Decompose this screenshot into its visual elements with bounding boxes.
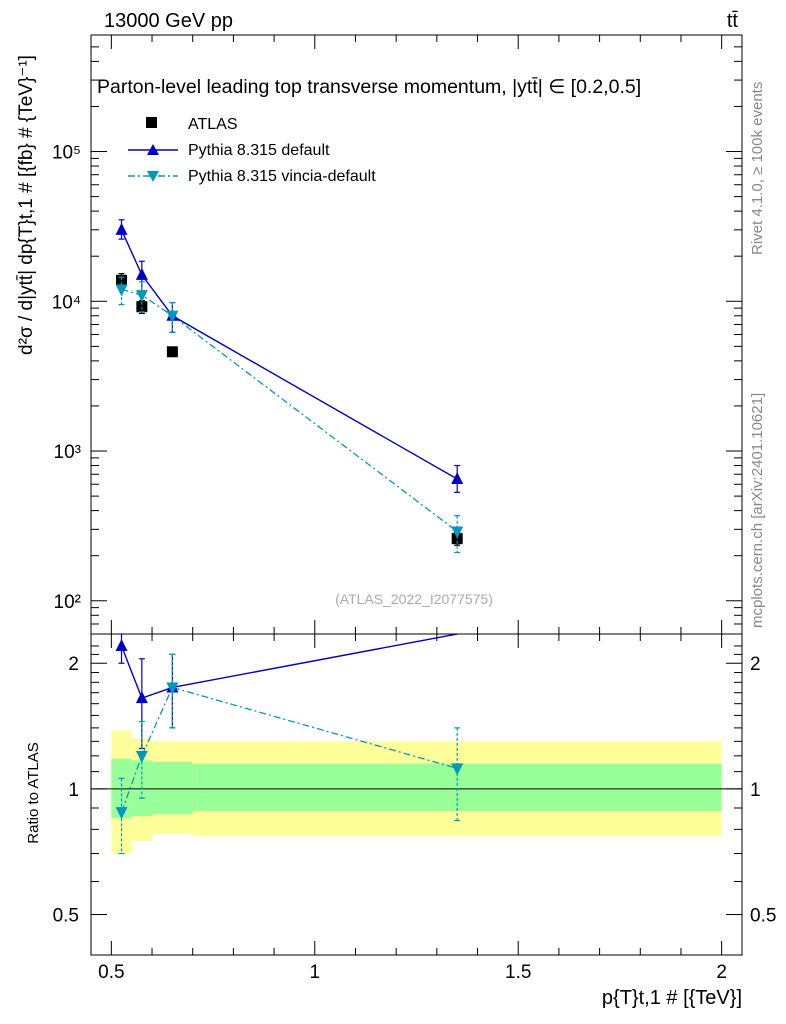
legend-label-default: Pythia 8.315 default — [188, 142, 330, 159]
plot-title: Parton-level leading top transverse mome… — [97, 76, 641, 98]
top-panel: 10² 10³ 10⁴ 10⁵ — [52, 34, 743, 635]
x-tick-label: 2 — [716, 962, 727, 983]
legend-label-vincia: Pythia 8.315 vincia-default — [188, 168, 376, 185]
ratio-point-vincia — [451, 763, 464, 776]
ratio-point-vincia — [166, 682, 179, 695]
x-tick-label: 1 — [309, 962, 320, 983]
data-point-default — [115, 222, 128, 235]
ratio-point-default — [115, 638, 128, 651]
ratio-band-inner — [152, 761, 193, 815]
ratio-point-vincia — [135, 750, 148, 763]
legend-marker-default — [147, 144, 159, 155]
data-point-default — [451, 472, 464, 485]
y-axis-label-bottom: Ratio to ATLAS — [25, 742, 42, 843]
ratio-series-group — [115, 634, 464, 855]
ratio-line-default — [120, 634, 458, 699]
ratio-point-vincia — [115, 807, 128, 820]
data-point-vincia — [166, 310, 179, 323]
data-point-atlas — [136, 301, 148, 313]
data-point-vincia — [135, 290, 148, 303]
y-tick-label-bottom: 0.5 — [53, 906, 79, 927]
watermark: (ATLAS_2022_I2077575) — [335, 591, 493, 607]
y-tick-label-top: 10⁴ — [52, 292, 81, 313]
y-tick-label-bottom: 2 — [68, 654, 79, 675]
data-point-atlas — [166, 346, 178, 358]
ratio-panel: 0.5 1 1.5 2 0.5 0.5 1 1 2 2 — [53, 633, 776, 983]
x-tick-label: 1.5 — [505, 962, 531, 983]
header-right: tt̄ — [727, 10, 739, 32]
side-text-top: Rivet 4.1.0, ≥ 100k events — [749, 82, 766, 255]
legend: ATLAS Pythia 8.315 default Pythia 8.315 … — [128, 116, 376, 185]
x-tick-label: 0.5 — [98, 962, 124, 983]
ratio-frame — [90, 633, 743, 956]
ratio-point-default — [135, 691, 148, 704]
legend-marker-vincia — [147, 171, 159, 182]
series-line-vincia — [121, 288, 458, 533]
y-tick-label-bottom-right: 1 — [750, 780, 761, 801]
series-line-default — [120, 229, 458, 480]
x-axis-label: p{T}t,1 # [{TeV}] — [602, 987, 742, 1009]
y-tick-label-top: 10² — [54, 592, 81, 613]
data-point-vincia — [451, 526, 464, 539]
header-left: 13000 GeV pp — [104, 10, 233, 32]
y-axis-label-top: d²σ / d|ytt̄| dp{T}t,1 # [{fb} # {TeV}⁻¹… — [16, 55, 37, 355]
side-text-bottom: mcplots.cern.ch [arXiv:2401.10621] — [749, 393, 766, 628]
y-tick-label-bottom: 1 — [68, 780, 79, 801]
y-tick-label-top: 10³ — [54, 442, 81, 463]
data-point-vincia — [115, 284, 128, 297]
y-tick-label-bottom-right: 0.5 — [750, 906, 776, 927]
y-tick-label-top: 10⁵ — [52, 143, 81, 164]
data-point-default — [135, 267, 148, 280]
data-point-atlas — [116, 274, 128, 286]
legend-label-atlas: ATLAS — [188, 116, 238, 133]
y-tick-label-bottom-right: 2 — [750, 654, 761, 675]
legend-marker-atlas — [146, 117, 157, 128]
